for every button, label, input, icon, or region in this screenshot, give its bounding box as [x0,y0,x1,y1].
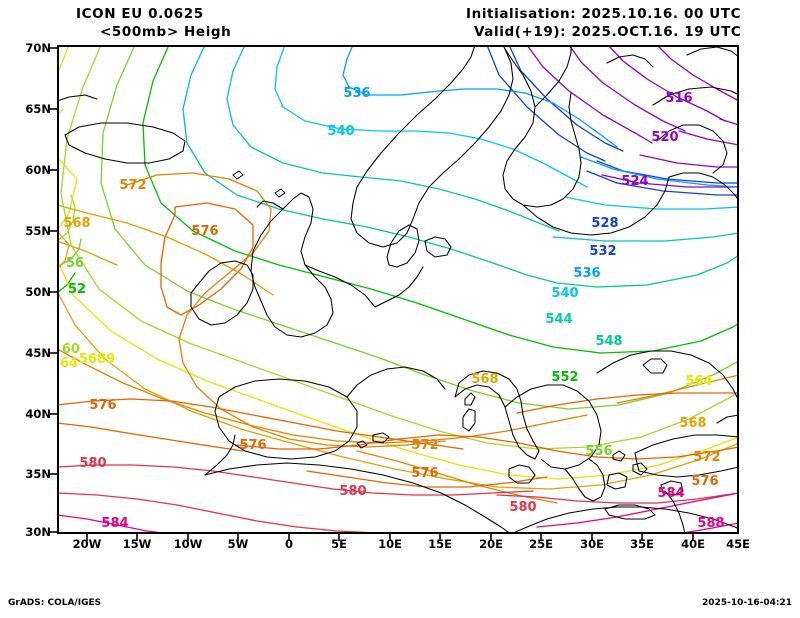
svg-text:568: 568 [471,372,498,387]
ytick-70N: 70N [25,41,51,55]
svg-text:556: 556 [585,444,612,459]
svg-text:572: 572 [119,178,146,193]
xtick-10E: 10E [378,537,402,551]
xtick-20E: 20E [479,537,503,551]
coastlines [57,45,739,534]
map-canvas: 516 520 524 528 532 536 536 540 540 544 … [57,45,739,534]
ytick-35N: 35N [25,467,51,481]
ytick-45N: 45N [25,346,51,360]
svg-text:544: 544 [545,312,572,327]
svg-text:64: 64 [60,356,78,371]
svg-text:5689: 5689 [79,352,115,367]
svg-text:60: 60 [62,342,80,357]
svg-text:536: 536 [573,266,600,281]
ytick-55N: 55N [25,224,51,238]
svg-text:584: 584 [101,516,128,531]
level-subtitle: <500mb> Heigh [100,24,232,40]
xtick-5E: 5E [331,537,347,551]
svg-text:572: 572 [693,450,720,465]
svg-text:532: 532 [589,244,616,259]
xtick-0: 0 [284,537,294,551]
ytick-40N: 40N [25,407,51,421]
xtick-35E: 35E [630,537,654,551]
svg-text:580: 580 [79,456,106,471]
svg-text:548: 548 [595,334,622,349]
xtick-20W: 20W [72,537,102,551]
svg-text:552: 552 [551,370,578,385]
svg-text:576: 576 [191,224,218,239]
svg-text:580: 580 [339,484,366,499]
ytick-50N: 50N [25,285,51,299]
svg-text:568: 568 [679,416,706,431]
valid-time: Valid(+19): 2025.OCT.16. 19 UTC [474,24,742,40]
contour-map-plot: 516 520 524 528 532 536 536 540 540 544 … [57,45,739,534]
ytick-65N: 65N [25,102,51,116]
grads-credit: GrADS: COLA/IGES [8,598,102,608]
svg-text:520: 520 [651,130,678,145]
svg-text:56: 56 [66,256,84,271]
svg-text:584: 584 [657,486,684,501]
xtick-30E: 30E [580,537,604,551]
xtick-40E: 40E [681,537,705,551]
ytick-60N: 60N [25,163,51,177]
svg-text:516: 516 [665,91,692,106]
initialisation-time: Initialisation: 2025.10.16. 00 UTC [466,6,742,22]
svg-text:52: 52 [68,282,86,297]
xtick-15E: 15E [428,537,452,551]
render-timestamp: 2025-10-16-04:21 [702,598,792,608]
svg-text:528: 528 [591,216,618,231]
contour-lines [57,45,739,534]
svg-text:576: 576 [89,398,116,413]
xtick-10W: 10W [173,537,203,551]
xtick-45E: 45E [726,537,750,551]
svg-text:568: 568 [63,216,90,231]
svg-text:576: 576 [411,466,438,481]
svg-text:536: 536 [343,86,370,101]
xtick-25E: 25E [529,537,553,551]
svg-text:588: 588 [697,516,724,531]
contour-labels: 516 520 524 528 532 536 536 540 540 544 … [60,86,725,531]
model-title: ICON EU 0.0625 [76,6,204,22]
plot-frame [57,45,739,534]
svg-text:524: 524 [621,174,648,189]
svg-text:576: 576 [239,438,266,453]
xtick-15W: 15W [122,537,152,551]
svg-text:564: 564 [685,374,712,389]
svg-text:572: 572 [411,438,438,453]
svg-text:576: 576 [691,474,718,489]
svg-text:540: 540 [551,286,578,301]
xtick-5W: 5W [227,537,249,551]
svg-text:540: 540 [327,124,354,139]
ytick-30N: 30N [25,525,51,539]
svg-text:580: 580 [509,500,536,515]
